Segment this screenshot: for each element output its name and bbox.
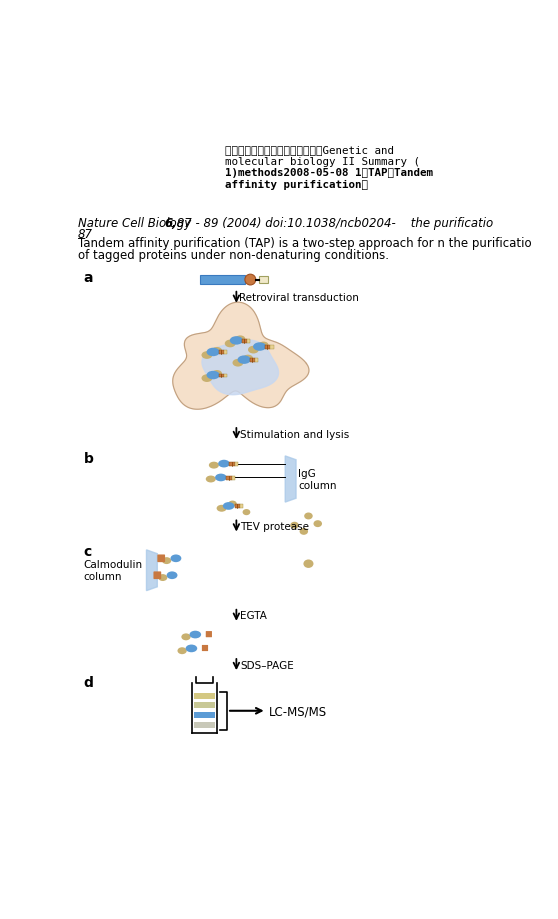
Ellipse shape [290, 522, 299, 529]
Ellipse shape [201, 352, 213, 359]
Bar [247, 339, 251, 344]
Bar [235, 505, 240, 509]
Bar [194, 693, 215, 699]
Ellipse shape [186, 645, 197, 652]
Bar [219, 374, 224, 378]
Ellipse shape [238, 356, 251, 365]
Polygon shape [173, 303, 309, 410]
Ellipse shape [243, 509, 251, 516]
Text: LC-MS/MS: LC-MS/MS [269, 705, 327, 718]
Ellipse shape [162, 558, 171, 564]
Polygon shape [202, 341, 278, 395]
Ellipse shape [253, 343, 266, 351]
Text: 87: 87 [78, 228, 93, 241]
Bar [200, 276, 245, 285]
Ellipse shape [233, 359, 243, 368]
Text: 1)methods2008-05-08 1、TAP（Tandem: 1)methods2008-05-08 1、TAP（Tandem [225, 168, 433, 178]
FancyBboxPatch shape [202, 645, 208, 652]
Text: EGTA: EGTA [240, 610, 267, 620]
Bar [224, 351, 227, 355]
Bar [242, 339, 247, 344]
Ellipse shape [314, 521, 322, 528]
Text: a: a [84, 270, 93, 284]
Bar [271, 346, 273, 349]
Text: Tandem affinity purification (TAP) is a two-step approach for n the purificatio: Tandem affinity purification (TAP) is a … [78, 237, 531, 250]
Text: of tagged proteins under non-denaturing conditions.: of tagged proteins under non-denaturing … [78, 249, 388, 262]
Ellipse shape [209, 462, 219, 469]
Ellipse shape [206, 371, 220, 380]
Ellipse shape [245, 275, 256, 286]
Text: d: d [84, 675, 94, 689]
Bar [227, 476, 232, 481]
Text: IgG
column: IgG column [299, 469, 337, 490]
Ellipse shape [300, 528, 308, 535]
Ellipse shape [215, 474, 227, 482]
Ellipse shape [206, 476, 216, 483]
Bar [259, 277, 268, 284]
Bar [255, 358, 258, 363]
Ellipse shape [190, 631, 201, 639]
Text: molecular biology II Summary (: molecular biology II Summary ( [225, 156, 420, 166]
Text: c: c [84, 545, 92, 559]
Text: 6,: 6, [164, 216, 177, 230]
Ellipse shape [171, 555, 181, 562]
Ellipse shape [201, 375, 213, 382]
Bar [240, 505, 243, 509]
Bar [265, 346, 271, 349]
Ellipse shape [177, 648, 187, 654]
Bar [194, 712, 215, 719]
Ellipse shape [248, 346, 259, 354]
FancyBboxPatch shape [206, 631, 212, 638]
Ellipse shape [181, 634, 191, 641]
Text: SDS–PAGE: SDS–PAGE [240, 660, 294, 670]
Ellipse shape [228, 501, 237, 507]
Text: TEV protease: TEV protease [240, 521, 309, 531]
Polygon shape [147, 550, 157, 591]
Bar [235, 462, 238, 467]
Text: b: b [84, 452, 94, 466]
Bar [249, 358, 255, 363]
Ellipse shape [235, 336, 246, 343]
Ellipse shape [223, 503, 234, 510]
Ellipse shape [212, 370, 222, 378]
Ellipse shape [206, 348, 220, 357]
Polygon shape [285, 457, 296, 503]
Text: Nature Cell Biology: Nature Cell Biology [78, 216, 195, 230]
Bar [219, 351, 224, 355]
Text: 分子生物学实验技术（考试版本）Genetic and: 分子生物学实验技术（考试版本）Genetic and [225, 145, 394, 155]
Ellipse shape [304, 513, 312, 520]
Ellipse shape [230, 336, 243, 346]
Text: 87 - 89 (2004) doi:10.1038/ncb0204-    the purificatio: 87 - 89 (2004) doi:10.1038/ncb0204- the … [173, 216, 493, 230]
Bar [194, 722, 215, 729]
Text: Retroviral transduction: Retroviral transduction [239, 293, 359, 303]
Ellipse shape [258, 342, 268, 349]
Bar [232, 476, 235, 481]
Text: Calmodulin
column: Calmodulin column [84, 560, 143, 582]
Ellipse shape [225, 340, 235, 348]
Ellipse shape [212, 347, 222, 355]
Text: affinity purification）: affinity purification） [225, 179, 368, 189]
FancyBboxPatch shape [157, 555, 165, 562]
Ellipse shape [243, 356, 253, 362]
FancyBboxPatch shape [153, 572, 161, 580]
Bar [194, 702, 215, 709]
Bar [229, 462, 235, 467]
Ellipse shape [158, 574, 167, 582]
Ellipse shape [304, 560, 314, 568]
Bar [224, 374, 227, 378]
Ellipse shape [167, 572, 177, 580]
Ellipse shape [218, 460, 230, 468]
Ellipse shape [217, 505, 227, 512]
Text: Stimulation and lysis: Stimulation and lysis [240, 429, 349, 439]
